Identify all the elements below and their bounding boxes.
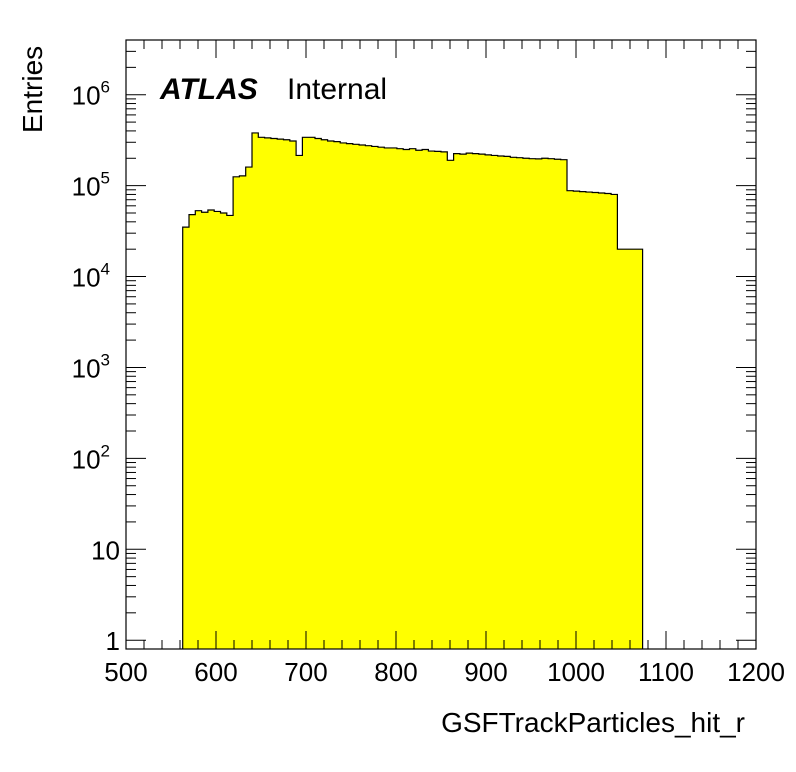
histogram-bin	[541, 158, 549, 649]
histogram-bin	[195, 210, 202, 649]
y-axis-title: Entries	[17, 46, 48, 133]
histogram-bin	[315, 138, 322, 649]
histogram-bin	[296, 155, 303, 649]
histogram-bin	[592, 192, 599, 650]
histogram-bin	[522, 158, 530, 649]
histogram-bin	[485, 154, 492, 649]
x-tick-label: 600	[194, 657, 237, 687]
histogram-bin	[630, 249, 637, 649]
histogram-bin	[302, 137, 310, 649]
histogram-bin	[617, 249, 625, 649]
histogram-bin	[308, 137, 316, 649]
histogram-bin	[466, 153, 473, 650]
y-tick-label: 103	[72, 350, 110, 383]
histogram-bin	[422, 149, 429, 649]
x-tick-label: 1000	[547, 657, 605, 687]
histogram-bin	[579, 191, 587, 650]
histogram-bin	[283, 139, 291, 649]
x-tick-label: 1200	[727, 657, 785, 687]
y-tick-label: 106	[72, 78, 110, 111]
histogram-bin	[378, 147, 385, 649]
histogram-bin	[214, 211, 221, 650]
histogram-bin	[604, 193, 612, 650]
histogram-bin	[264, 137, 272, 650]
histogram-bin	[220, 213, 228, 649]
histogram-bin	[365, 145, 373, 650]
histogram-bin	[359, 144, 366, 649]
x-axis-ticks: 500 600 700 800 900 1000 1100 1200	[104, 40, 785, 687]
histogram-bin	[535, 158, 543, 650]
histogram-bin	[390, 147, 398, 649]
histogram-bin	[497, 155, 505, 649]
histogram-bin	[201, 212, 209, 649]
histogram-bin	[384, 147, 391, 649]
histogram-bin	[573, 191, 580, 649]
y-tick-label: 104	[72, 260, 110, 293]
histogram-bin	[403, 149, 410, 649]
histogram-bin	[510, 157, 517, 649]
histogram-bin	[396, 148, 404, 649]
histogram-bin	[516, 157, 524, 649]
x-axis-title: GSFTrackParticles_hit_r	[441, 707, 745, 738]
histogram-bin	[459, 154, 467, 649]
histogram-bin	[453, 153, 461, 649]
atlas-label: ATLAS	[159, 73, 258, 106]
histogram-bin	[434, 151, 442, 649]
histogram-bin	[415, 150, 423, 649]
histogram-bin	[270, 138, 278, 649]
x-tick-label: 900	[464, 657, 507, 687]
x-tick-label: 1100	[638, 657, 694, 687]
histogram-bin	[352, 144, 360, 649]
histogram-bin	[340, 142, 347, 649]
histogram-bin	[548, 158, 555, 649]
histogram-bin	[327, 140, 335, 649]
histogram-bin	[428, 151, 436, 650]
y-tick-label: 102	[72, 441, 110, 474]
histogram-bin	[371, 146, 379, 649]
histogram-bin	[472, 153, 480, 649]
plot-frame	[125, 39, 757, 650]
histogram-bin	[441, 151, 448, 649]
histogram-bin	[478, 154, 486, 649]
histogram-bin	[611, 194, 618, 649]
internal-label: Internal	[287, 73, 387, 106]
histogram-bin	[504, 156, 511, 649]
histogram-bin	[321, 139, 328, 649]
histogram-bin	[623, 249, 631, 649]
histogram-bin	[252, 132, 259, 649]
histogram-bin	[226, 215, 234, 649]
x-tick-label: 800	[374, 657, 417, 687]
histogram-bin	[409, 148, 417, 649]
histogram-bin	[636, 249, 643, 649]
histogram-bin	[560, 159, 568, 649]
histogram-bin	[258, 137, 265, 649]
histogram-bin	[289, 140, 297, 649]
histogram-bin	[447, 160, 454, 649]
histogram-bin	[277, 139, 284, 649]
y-axis-ticks: 1 10 102 103 104 105 106	[72, 39, 756, 656]
histogram-bin	[182, 227, 190, 650]
histogram-bin	[207, 209, 215, 650]
histogram-bin	[585, 192, 593, 649]
histogram-bin	[233, 176, 240, 649]
histogram-bars	[182, 132, 644, 650]
histogram-bin	[598, 192, 606, 650]
histogram-bin	[554, 159, 562, 649]
histogram-bin	[245, 167, 253, 649]
y-tick-label: 10	[91, 535, 120, 565]
x-tick-label: 500	[104, 657, 147, 687]
plot-border	[125, 39, 757, 650]
y-tick-label: 1	[106, 626, 120, 656]
histogram-bin	[567, 190, 574, 650]
y-tick-label: 105	[72, 169, 110, 202]
histogram-bin	[491, 155, 499, 649]
histogram-bin	[529, 158, 536, 649]
histogram-outline	[182, 132, 644, 649]
histogram-bin	[333, 141, 341, 649]
x-tick-label: 700	[284, 657, 327, 687]
histogram-bin	[189, 214, 196, 649]
histogram-bin	[239, 175, 247, 650]
histogram-bin	[346, 143, 354, 650]
